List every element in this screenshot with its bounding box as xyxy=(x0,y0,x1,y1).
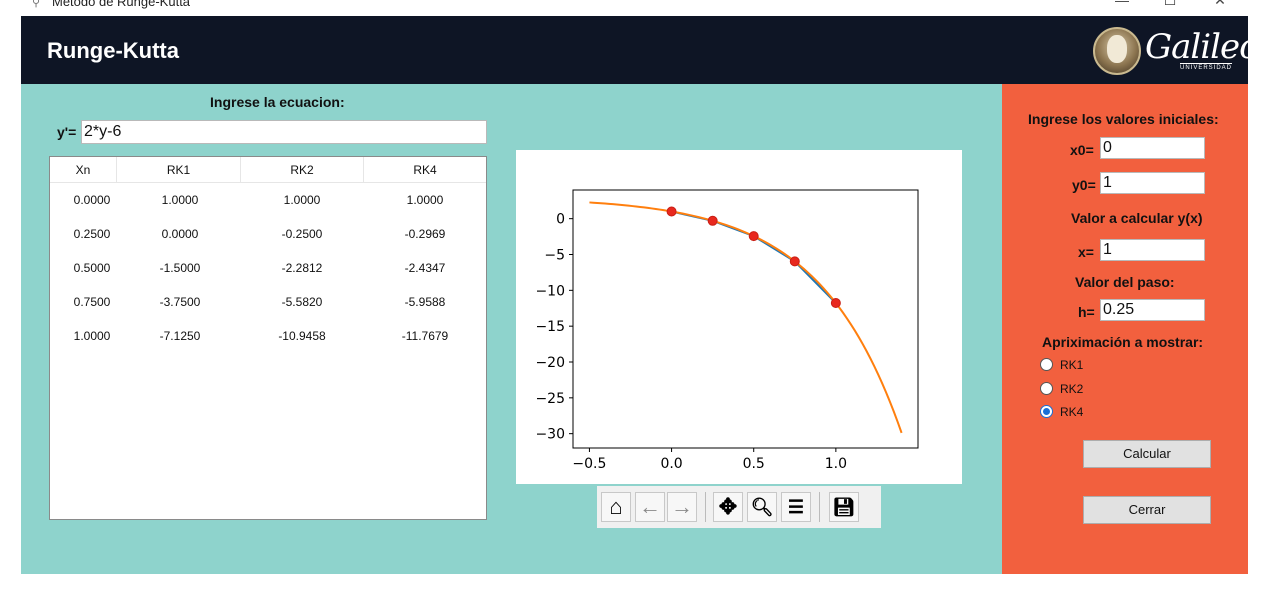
table-row[interactable]: 0.2500 0.0000 -0.2500 -0.2969 xyxy=(50,217,486,251)
toolbar-separator xyxy=(705,492,706,522)
x-input[interactable]: 1 xyxy=(1100,239,1205,261)
home-icon[interactable]: ⌂ xyxy=(601,492,631,522)
equation-input[interactable]: 2*y-6 xyxy=(81,120,487,144)
zoom-icon[interactable]: 🔍︎ xyxy=(747,492,777,522)
cell-xn: 1.0000 xyxy=(73,329,111,343)
x-tick-label: −0.5 xyxy=(572,456,606,472)
column-header-rk2[interactable]: RK2 xyxy=(241,157,364,183)
data-point xyxy=(707,215,718,226)
app-header: Runge-Kutta Galileo UNIVERSIDAD xyxy=(21,16,1260,84)
x-tick-label: 0.5 xyxy=(743,456,765,472)
radio-button-selected[interactable] xyxy=(1040,405,1053,418)
cell-rk1: -7.1250 xyxy=(159,329,201,343)
y-tick-label: 0 xyxy=(556,212,565,228)
maximize-icon[interactable]: ☐ xyxy=(1163,0,1177,8)
plot-axes-frame xyxy=(572,189,919,449)
y-tick-label: −30 xyxy=(535,427,565,443)
calculate-button[interactable]: Calcular xyxy=(1083,440,1211,468)
equation-label: Ingrese la ecuacion: xyxy=(210,94,345,110)
radio-label: RK1 xyxy=(1060,358,1084,372)
cell-rk4: -2.4347 xyxy=(404,261,446,275)
x-label: x= xyxy=(1078,244,1094,260)
table-row[interactable]: 0.5000 -1.5000 -2.2812 -2.4347 xyxy=(50,251,486,285)
logo-subtext: UNIVERSIDAD xyxy=(1180,63,1233,71)
cell-rk4: -0.2969 xyxy=(404,227,446,241)
h-label: h= xyxy=(1078,304,1095,320)
logo-portrait-icon xyxy=(1107,35,1127,63)
radio-label: RK2 xyxy=(1060,382,1084,396)
x0-input[interactable]: 0 xyxy=(1100,137,1205,159)
close-icon[interactable]: ✕ xyxy=(1214,0,1226,8)
cell-xn: 0.5000 xyxy=(73,261,111,275)
cell-rk2: -10.9458 xyxy=(278,329,326,343)
radio-label: RK4 xyxy=(1060,405,1084,419)
parameters-panel: Ingrese los valores iniciales: x0= 0 y0=… xyxy=(1002,84,1248,574)
equation-prefix: y'= xyxy=(57,124,77,140)
y0-input[interactable]: 1 xyxy=(1100,172,1205,194)
close-button[interactable]: Cerrar xyxy=(1083,496,1211,524)
target-x-label: Valor a calcular y(x) xyxy=(1071,210,1203,226)
data-point xyxy=(666,206,677,217)
step-label: Valor del paso: xyxy=(1075,274,1175,290)
radio-button[interactable] xyxy=(1040,382,1053,395)
cell-rk1: -3.7500 xyxy=(159,295,201,309)
cell-rk2: -0.2500 xyxy=(281,227,323,241)
back-arrow-icon[interactable]: ← xyxy=(635,492,665,522)
x-tick-label: 0.0 xyxy=(660,456,682,472)
cell-rk1: -1.5000 xyxy=(159,261,201,275)
column-header-rk1[interactable]: RK1 xyxy=(117,157,241,183)
cell-rk1: 0.0000 xyxy=(161,227,199,241)
x0-label: x0= xyxy=(1070,142,1094,158)
cell-rk2: -2.2812 xyxy=(281,261,323,275)
plot-canvas[interactable]: −0.5 0.0 0.5 1.0 0 −5 −10 −15 −20 −25 −30 xyxy=(516,150,962,484)
pan-icon[interactable]: ✥ xyxy=(713,492,743,522)
main-panel: Ingrese la ecuacion: y'= 2*y-6 Xn RK1 RK… xyxy=(21,84,1002,574)
y-tick-label: −5 xyxy=(544,248,565,264)
cell-rk4: 1.0000 xyxy=(406,193,444,207)
forward-arrow-icon[interactable]: → xyxy=(667,492,697,522)
plot-toolbar: ⌂ ← → ✥ 🔍︎ ☰ 💾︎ xyxy=(597,486,881,528)
save-icon[interactable]: 💾︎ xyxy=(829,492,859,522)
y-tick-label: −15 xyxy=(535,319,565,335)
cell-rk4: -11.7679 xyxy=(401,329,449,343)
column-header-rk4[interactable]: RK4 xyxy=(413,163,437,177)
cell-rk2: -5.5820 xyxy=(281,295,323,309)
table-row[interactable]: 0.0000 1.0000 1.0000 1.0000 xyxy=(50,183,486,217)
table-row[interactable]: 1.0000 -7.1250 -10.9458 -11.7679 xyxy=(50,319,486,353)
toolbar-separator xyxy=(819,492,820,522)
configure-subplots-icon[interactable]: ☰ xyxy=(781,492,811,522)
y0-label: y0= xyxy=(1072,177,1096,193)
h-input[interactable]: 0.25 xyxy=(1100,299,1205,321)
radio-button[interactable] xyxy=(1040,358,1053,371)
window-title: Método de Runge-Kutta xyxy=(52,0,191,9)
approximation-label: Apriximación a mostrar: xyxy=(1042,334,1204,350)
y-tick-label: −20 xyxy=(535,355,565,371)
app-window: Runge-Kutta Galileo UNIVERSIDAD Ingrese … xyxy=(21,16,1260,574)
y-tick-label: −25 xyxy=(535,391,565,407)
app-title: Runge-Kutta xyxy=(47,38,179,63)
cell-rk4: -5.9588 xyxy=(404,295,446,309)
cell-xn: 0.0000 xyxy=(73,193,111,207)
data-point xyxy=(748,231,759,242)
rk-chart: −0.5 0.0 0.5 1.0 0 −5 −10 −15 −20 −25 −30 xyxy=(535,189,919,472)
exact-solution-curve xyxy=(589,201,903,434)
x-tick-label: 1.0 xyxy=(825,456,847,472)
table-row[interactable]: 0.7500 -3.7500 -5.5820 -5.9588 xyxy=(50,285,486,319)
cell-xn: 0.7500 xyxy=(73,295,111,309)
logo-wordmark: Galileo xyxy=(1145,27,1260,67)
column-header-xn[interactable]: Xn xyxy=(50,157,117,183)
data-point xyxy=(789,256,800,267)
y-tick-label: −10 xyxy=(535,283,565,299)
cell-rk1: 1.0000 xyxy=(161,193,199,207)
results-table: Xn RK1 RK2 RK4 0.0000 1.0000 1.0000 1.00… xyxy=(49,156,487,520)
cell-xn: 0.2500 xyxy=(73,227,111,241)
app-icon: ⚲ xyxy=(32,0,41,9)
cell-rk2: 1.0000 xyxy=(283,193,321,207)
window-titlebar: ⚲ Método de Runge-Kutta — ☐ ✕ xyxy=(0,0,1280,16)
minimize-icon[interactable]: — xyxy=(1115,0,1129,8)
galileo-logo: Galileo UNIVERSIDAD xyxy=(1093,25,1260,75)
table-header: Xn RK1 RK2 RK4 xyxy=(50,157,486,183)
data-point xyxy=(830,298,841,309)
initial-values-label: Ingrese los valores iniciales: xyxy=(1028,111,1219,127)
